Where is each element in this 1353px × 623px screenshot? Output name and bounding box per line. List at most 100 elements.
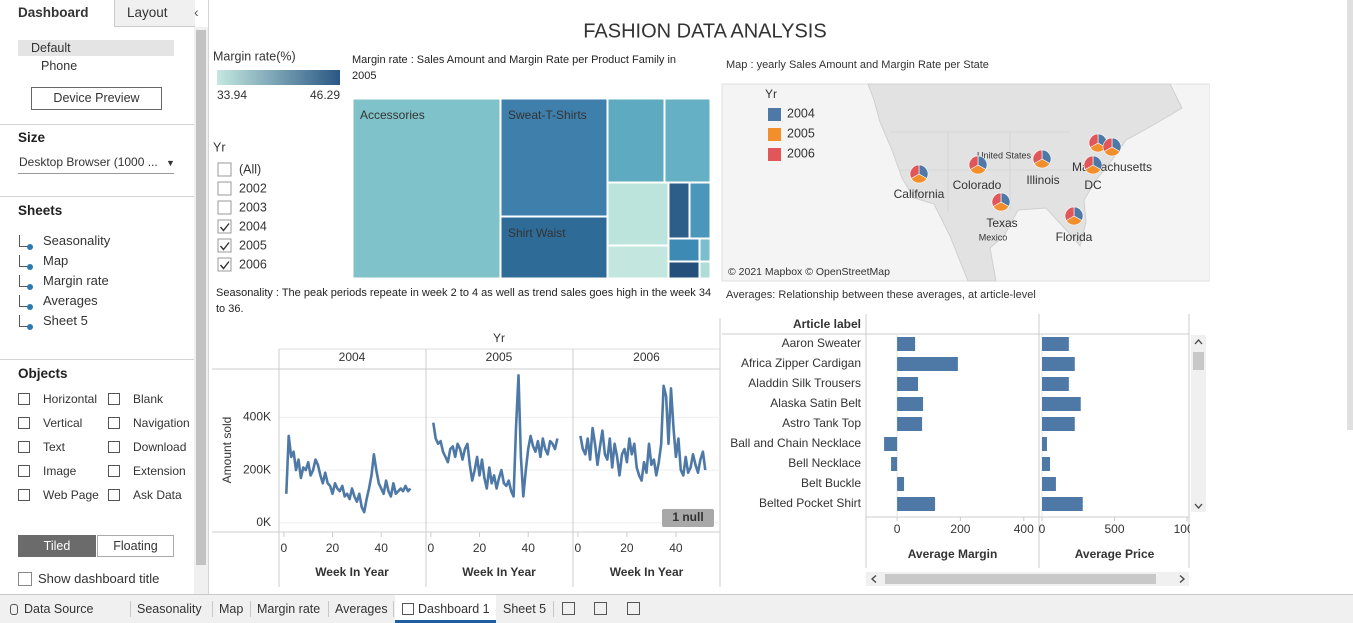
bar <box>897 377 918 391</box>
row-header: Article label <box>793 317 861 331</box>
new-sheet-button[interactable] <box>562 602 575 615</box>
collapse-button[interactable]: ‹ <box>194 4 199 20</box>
state-label: DC <box>1084 178 1102 192</box>
object-item[interactable]: Navigation <box>133 416 190 430</box>
tab[interactable]: Layout <box>127 5 168 20</box>
checkbox[interactable] <box>217 219 232 234</box>
checkbox[interactable] <box>18 572 32 586</box>
tab-separator <box>130 601 131 617</box>
h-scroll-thumb[interactable] <box>885 574 1156 584</box>
checkbox[interactable] <box>217 238 232 253</box>
bar <box>897 477 905 491</box>
tab[interactable]: Dashboard <box>18 5 89 20</box>
sheet-item[interactable]: Averages <box>43 293 98 308</box>
filter-option[interactable]: 2005 <box>239 238 267 252</box>
tab-separator <box>212 601 213 617</box>
attribution: © 2021 Mapbox © OpenStreetMap <box>728 266 890 278</box>
object-item[interactable]: Ask Data <box>133 488 182 502</box>
treemap-tile <box>699 238 711 262</box>
bar <box>897 497 936 511</box>
object-icon <box>108 393 120 405</box>
bar <box>1042 417 1075 431</box>
object-icon <box>18 465 30 477</box>
sheet-tab[interactable]: Averages <box>335 602 388 616</box>
show-title-label[interactable]: Show dashboard title <box>38 571 160 586</box>
checkbox[interactable] <box>217 162 232 177</box>
object-item[interactable]: Vertical <box>43 416 83 430</box>
y-tick-label: 200K <box>243 462 271 476</box>
x-axis-title: Week In Year <box>462 565 536 579</box>
sheet-tab[interactable]: Map <box>219 602 244 616</box>
tiled-button[interactable]: Tiled <box>18 535 96 557</box>
new-sheet-button[interactable] <box>627 602 640 615</box>
legend-label: 2004 <box>787 106 815 120</box>
treemap-tile <box>689 182 711 239</box>
pie-slice <box>1032 149 1043 164</box>
x-tick-label: 0 <box>428 541 435 555</box>
page-scrollbar[interactable] <box>1347 0 1353 430</box>
sheet-item[interactable]: Seasonality <box>43 233 111 248</box>
object-icon <box>108 441 120 453</box>
sheet-tab[interactable]: Sheet 5 <box>503 602 547 616</box>
filter-option[interactable]: 2004 <box>239 219 267 233</box>
filter-option[interactable]: 2002 <box>239 181 267 195</box>
tab-separator <box>393 601 394 617</box>
null-badge[interactable] <box>662 509 714 527</box>
checkbox[interactable] <box>217 181 232 196</box>
tile-label: Shirt Waist <box>508 226 566 240</box>
row-label: Africa Zipper Cardigan <box>741 356 861 370</box>
bar <box>897 417 923 431</box>
sheet-item[interactable]: Margin rate <box>43 273 109 288</box>
v-scroll-track[interactable] <box>1191 335 1206 512</box>
y-tick-label: 0K <box>256 515 271 529</box>
object-item[interactable]: Horizontal <box>43 392 98 406</box>
border <box>890 131 1080 212</box>
data-source-icon <box>10 604 18 615</box>
scrollbar-thumb[interactable] <box>196 30 206 565</box>
checkbox[interactable] <box>217 200 232 215</box>
object-item[interactable]: Image <box>43 464 77 478</box>
object-item[interactable]: Extension <box>133 464 186 478</box>
v-scroll-thumb[interactable] <box>1193 352 1204 370</box>
device-preview-button[interactable]: Device Preview <box>31 87 162 110</box>
sheet-tab[interactable]: Data Source <box>24 602 94 616</box>
size-dropdown[interactable]: Desktop Browser (1000 ... <box>19 155 158 169</box>
row-label: Belt Buckle <box>801 476 861 490</box>
new-sheet-button[interactable] <box>594 602 607 615</box>
state-label: Colorado <box>953 178 1002 192</box>
bar <box>1042 377 1069 391</box>
treemap-tile <box>607 245 669 279</box>
basemap-label: Mexico <box>979 232 1008 242</box>
y-axis-title: Amount sold <box>220 417 234 484</box>
object-icon <box>18 489 30 501</box>
object-icon <box>18 393 30 405</box>
device[interactable]: Default <box>31 41 71 55</box>
object-item[interactable]: Web Page <box>43 488 99 502</box>
device[interactable]: Phone <box>41 59 78 73</box>
column-header: Yr <box>493 331 505 345</box>
floating-button[interactable]: Floating <box>97 535 174 557</box>
x-tick-label: 40 <box>522 541 536 555</box>
checkbox[interactable] <box>217 257 232 272</box>
sheet-item[interactable]: Map <box>43 253 69 268</box>
sheet-icon-badge <box>27 324 33 330</box>
sheet-icon-badge <box>27 304 33 310</box>
row-label: Alaska Satin Belt <box>770 396 861 410</box>
sheet-item[interactable]: Sheet 5 <box>43 313 88 328</box>
object-item[interactable]: Blank <box>133 392 164 406</box>
object-item[interactable]: Download <box>133 440 187 454</box>
x-axis-title: Average Price <box>1075 547 1155 561</box>
filter-option[interactable]: 2003 <box>239 200 267 214</box>
bar <box>1042 477 1056 491</box>
filter-option[interactable]: 2006 <box>239 257 267 271</box>
dropdown-arrow[interactable]: ▼ <box>166 158 175 168</box>
pie-slice <box>1083 155 1094 170</box>
sheet-tab[interactable]: Margin rate <box>257 602 321 616</box>
object-item[interactable]: Text <box>43 440 66 454</box>
pie-slice <box>968 155 979 170</box>
x-axis-title: Average Margin <box>908 547 998 561</box>
sheet-tab[interactable]: Seasonality <box>137 602 202 616</box>
filter-option[interactable]: (All) <box>239 162 261 176</box>
sheet-tab[interactable]: Dashboard 1 <box>418 602 490 616</box>
object-icon <box>108 489 120 501</box>
